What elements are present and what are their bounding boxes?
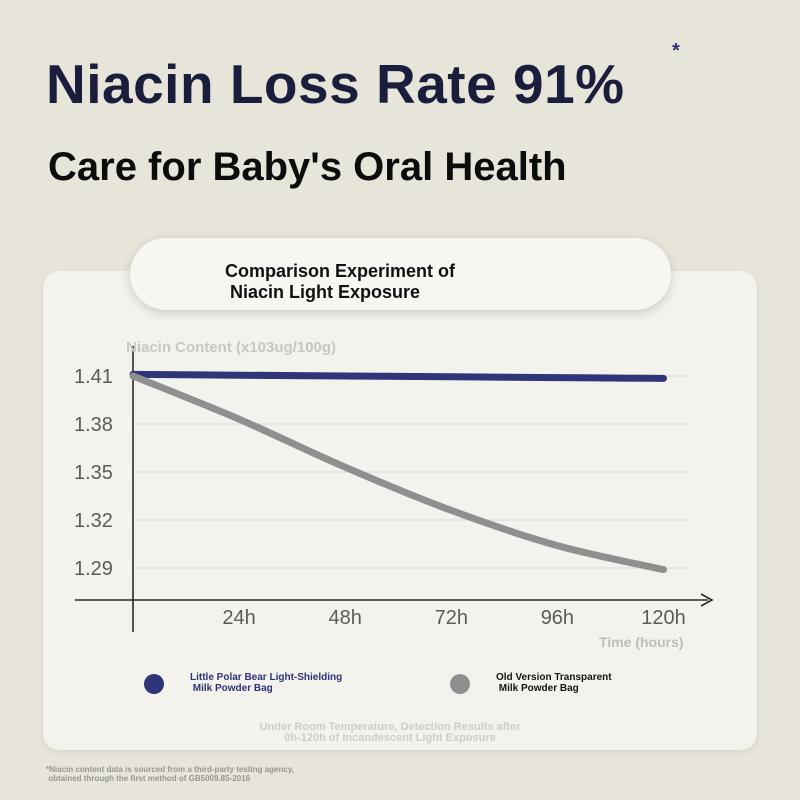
y-axis-label: Niacin Content (x103ug/100g) — [126, 339, 336, 356]
y-tick-labels: 1.41 1.38 1.35 1.32 1.29 — [74, 366, 113, 580]
page-subtitle: Care for Baby's Oral Health — [48, 145, 567, 189]
chart-title: Comparison Experiment of Niacin Light Ex… — [225, 261, 456, 302]
gridlines — [133, 375, 690, 569]
x-tick-label: 120h — [641, 607, 686, 629]
x-axis-label: Time (hours) — [599, 634, 684, 650]
y-tick-label: 1.32 — [74, 510, 113, 532]
x-tick-label: 72h — [435, 607, 468, 629]
experiment-condition-note: Under Room Temperature, Detection Result… — [259, 721, 521, 744]
legend-swatch — [450, 674, 470, 694]
chart-title-pill — [130, 238, 671, 310]
legend-label: Old Version Transparent Milk Powder Bag — [496, 672, 612, 694]
legend-label: Little Polar Bear Light-Shielding Milk P… — [190, 672, 343, 694]
x-tick-label: 48h — [329, 607, 362, 629]
chart-card — [43, 271, 757, 750]
axes — [75, 346, 714, 632]
legend-swatch — [144, 674, 164, 694]
series-lines — [129, 370, 667, 574]
y-tick-label: 1.35 — [74, 462, 113, 484]
data-source-note: *Niacin content data is sourced from a t… — [46, 765, 294, 783]
x-tick-label: 96h — [541, 607, 574, 629]
legend-item-light-shielding: Little Polar Bear Light-Shielding Milk P… — [144, 672, 342, 694]
legend-item-transparent: Old Version Transparent Milk Powder Bag — [450, 672, 612, 694]
series-line-light-shielding — [129, 370, 667, 382]
y-tick-label: 1.29 — [74, 558, 113, 580]
y-tick-label: 1.38 — [74, 414, 113, 436]
page-title: Niacin Loss Rate 91% — [46, 53, 625, 115]
y-tick-label: 1.41 — [74, 366, 113, 388]
x-axis-arrow-icon — [700, 593, 714, 607]
footnote-star-mark: * — [672, 40, 680, 62]
x-tick-labels: 24h 48h 72h 96h 120h — [222, 607, 685, 629]
x-tick-label: 24h — [222, 607, 255, 629]
series-line-transparent — [129, 372, 667, 574]
